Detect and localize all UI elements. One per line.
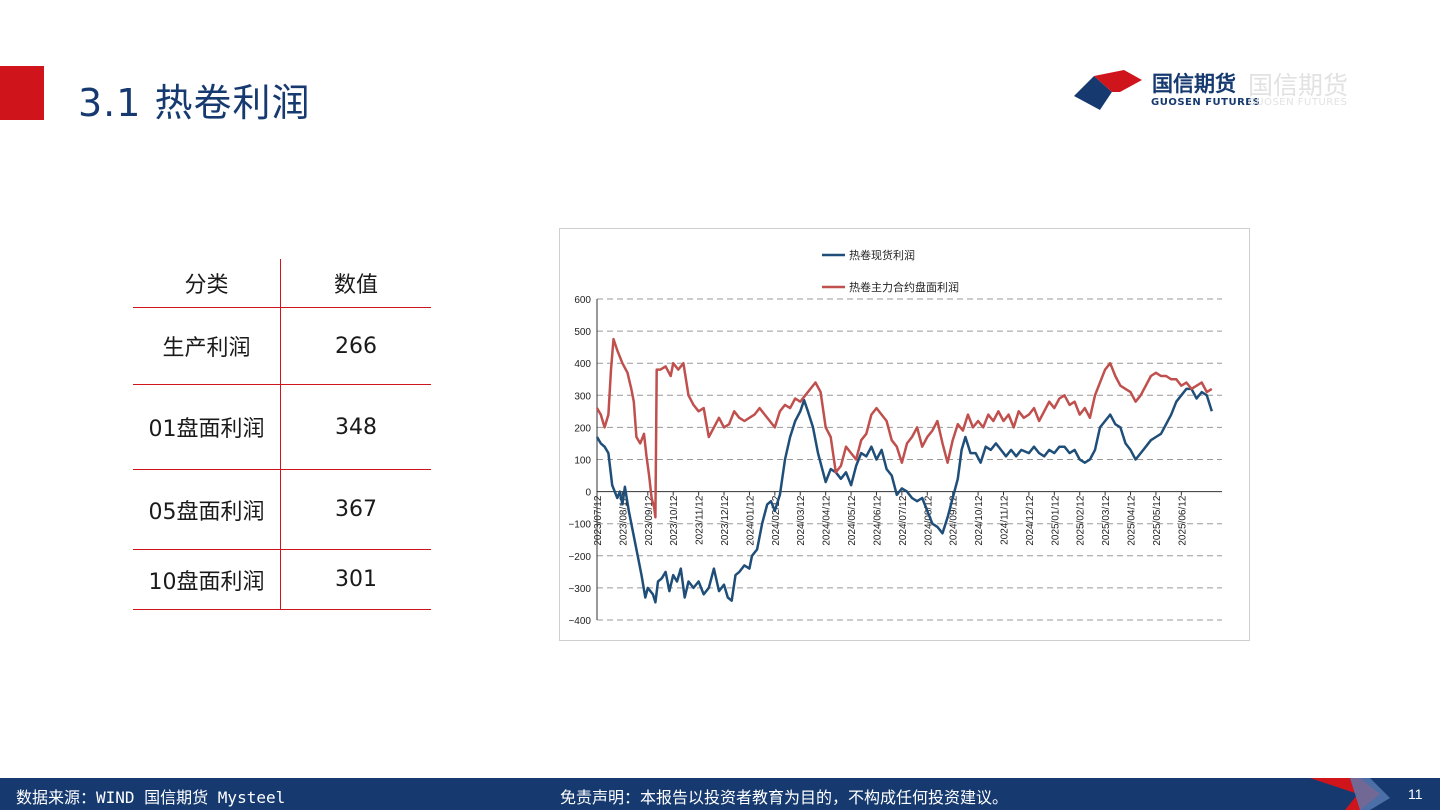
x-tick-label: 2023/10/12 xyxy=(669,495,680,545)
row-value: 367 xyxy=(335,497,377,522)
x-tick-label: 2025/04/12 xyxy=(1127,495,1138,545)
table-row: 01盘面利润 348 xyxy=(133,384,431,470)
guosen-logo-icon xyxy=(1074,70,1142,110)
table-row: 10盘面利润 301 xyxy=(133,549,431,610)
row-label: 01盘面利润 xyxy=(133,384,281,470)
table-row: 生产利润 266 xyxy=(133,307,431,385)
x-tick-label: 2024/10/12 xyxy=(974,495,985,545)
x-tick-label: 2024/08/12 xyxy=(923,495,934,545)
y-tick-label: 200 xyxy=(574,423,591,434)
y-tick-label: −200 xyxy=(568,552,591,563)
x-tick-label: 2024/11/12 xyxy=(1000,495,1011,545)
y-tick-label: 100 xyxy=(574,456,591,467)
x-tick-label: 2024/12/12 xyxy=(1025,495,1036,545)
x-tick-label: 2024/07/12 xyxy=(898,495,909,545)
logo-cn-text: 国信期货 xyxy=(1152,72,1236,96)
logo-watermark-cn: 国信期货 xyxy=(1248,71,1349,100)
table-row: 05盘面利润 367 xyxy=(133,469,431,550)
x-tick-label: 2023/11/12 xyxy=(695,495,706,545)
legend-label: 热卷主力合约盘面利润 xyxy=(849,280,959,294)
row-value: 348 xyxy=(335,414,377,440)
guosen-logo: 国信期货 GUOSEN FUTURES 国信期货 GUOSEN FUTURES xyxy=(1072,66,1372,116)
row-label: 10盘面利润 xyxy=(133,549,281,610)
x-tick-label: 2024/06/12 xyxy=(872,495,883,545)
series-line-futures-profit xyxy=(595,337,1213,519)
x-tick-label: 2024/09/12 xyxy=(949,495,960,545)
x-tick-label: 2025/02/12 xyxy=(1076,495,1087,545)
x-tick-label: 2024/02/12 xyxy=(771,495,782,545)
row-label: 生产利润 xyxy=(133,307,281,385)
y-tick-label: −100 xyxy=(568,520,591,531)
footer-decoration xyxy=(1310,778,1390,810)
x-tick-label: 2024/03/12 xyxy=(796,495,807,545)
x-tick-label: 2023/09/12 xyxy=(644,495,655,545)
x-tick-label: 2024/05/12 xyxy=(847,495,858,545)
profit-table: 分类 数值 生产利润 266 01盘面利润 348 05盘面利润 367 10盘… xyxy=(133,259,431,610)
y-tick-label: −400 xyxy=(568,616,591,627)
y-tick-label: 300 xyxy=(574,391,591,402)
x-tick-label: 2025/03/12 xyxy=(1101,495,1112,545)
x-tick-label: 2025/06/12 xyxy=(1177,495,1188,545)
x-tick-label: 2024/04/12 xyxy=(822,495,833,545)
y-tick-label: 0 xyxy=(585,488,591,499)
row-value: 266 xyxy=(335,333,377,359)
table-header-row: 分类 数值 xyxy=(133,259,431,308)
legend-label: 热卷现货利润 xyxy=(849,248,915,262)
y-tick-label: 500 xyxy=(574,327,591,338)
x-tick-label: 2025/05/12 xyxy=(1152,495,1163,545)
page-title: 3.1 热卷利润 xyxy=(78,81,311,125)
x-tick-label: 2024/01/12 xyxy=(745,495,756,545)
x-tick-label: 2023/08/12 xyxy=(618,495,629,545)
x-tick-label: 2025/01/12 xyxy=(1050,495,1061,545)
header-value: 数值 xyxy=(333,273,378,298)
line-chart-svg: 600 500 400 300 200 100 0 −100 −200 −300 −400 2023/… xyxy=(568,248,1222,627)
row-value: 301 xyxy=(335,567,377,592)
page-number: 11 xyxy=(1408,786,1423,802)
row-label: 05盘面利润 xyxy=(133,469,281,550)
series-line-spot-profit xyxy=(595,387,1213,604)
data-source-text: 数据来源：WIND 国信期货 Mysteel xyxy=(16,788,286,807)
y-tick-label: 600 xyxy=(574,295,591,306)
disclaimer-text: 免责声明：本报告以投资者教育为目的，不构成任何投资建议。 xyxy=(560,788,1009,807)
x-tick-label: 2023/12/12 xyxy=(720,495,731,545)
footer-bar: 数据来源：WIND 国信期货 Mysteel 免责声明：本报告以投资者教育为目的… xyxy=(0,778,1440,810)
x-tick-label: 2023/07/12 xyxy=(593,495,604,545)
logo-watermark-en: GUOSEN FUTURES xyxy=(1248,97,1348,108)
logo-en-text: GUOSEN FUTURES xyxy=(1151,97,1261,108)
header-category: 分类 xyxy=(133,259,281,308)
profit-chart: 600 500 400 300 200 100 0 −100 −200 −300 −400 2023/… xyxy=(559,228,1250,641)
y-tick-label: −300 xyxy=(568,584,591,595)
section-marker xyxy=(0,66,44,120)
y-tick-label: 400 xyxy=(574,359,591,370)
